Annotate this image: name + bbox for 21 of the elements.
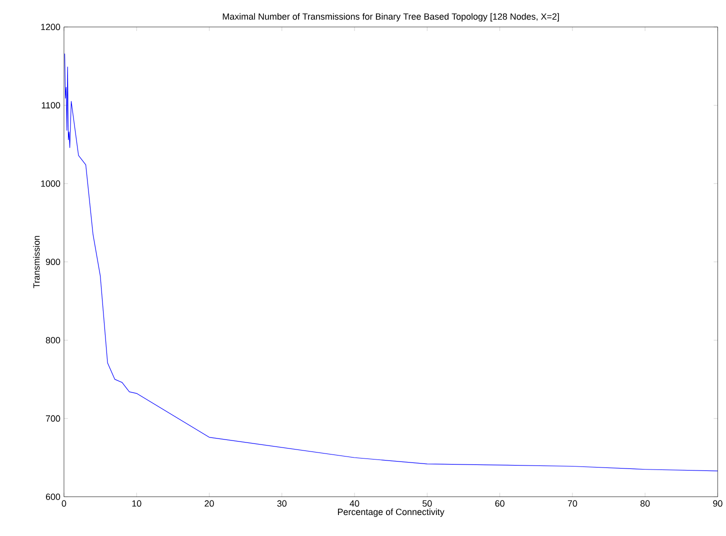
y-tick-label: 1000 bbox=[41, 180, 60, 187]
x-tick-label: 20 bbox=[204, 500, 214, 507]
y-tick-label: 800 bbox=[46, 337, 60, 344]
chart-title: Maximal Number of Transmissions for Binary Tree Based Topology [128 Nodes, X=2] bbox=[222, 13, 559, 22]
x-tick-label: 70 bbox=[568, 500, 578, 507]
x-tick-label: 30 bbox=[277, 500, 287, 507]
y-axis-title: Transmission bbox=[33, 236, 40, 288]
x-tick-label: 0 bbox=[62, 500, 66, 507]
x-tick-label: 50 bbox=[422, 500, 432, 507]
x-tick-label: 80 bbox=[640, 500, 650, 507]
x-tick-label: 60 bbox=[495, 500, 504, 507]
y-tick-label: 1100 bbox=[42, 102, 60, 109]
x-tick-label: 90 bbox=[713, 500, 722, 507]
y-tick-label: 900 bbox=[46, 258, 60, 266]
line-series bbox=[64, 53, 718, 472]
x-axis-title: Percentage of Connectivity bbox=[338, 508, 444, 517]
y-tick-label: 1200 bbox=[41, 24, 60, 30]
x-tick-label: 40 bbox=[350, 500, 360, 507]
x-tick-label: 10 bbox=[132, 500, 142, 507]
y-tick-label: 700 bbox=[46, 415, 60, 422]
y-tick-label: 600 bbox=[46, 494, 60, 500]
